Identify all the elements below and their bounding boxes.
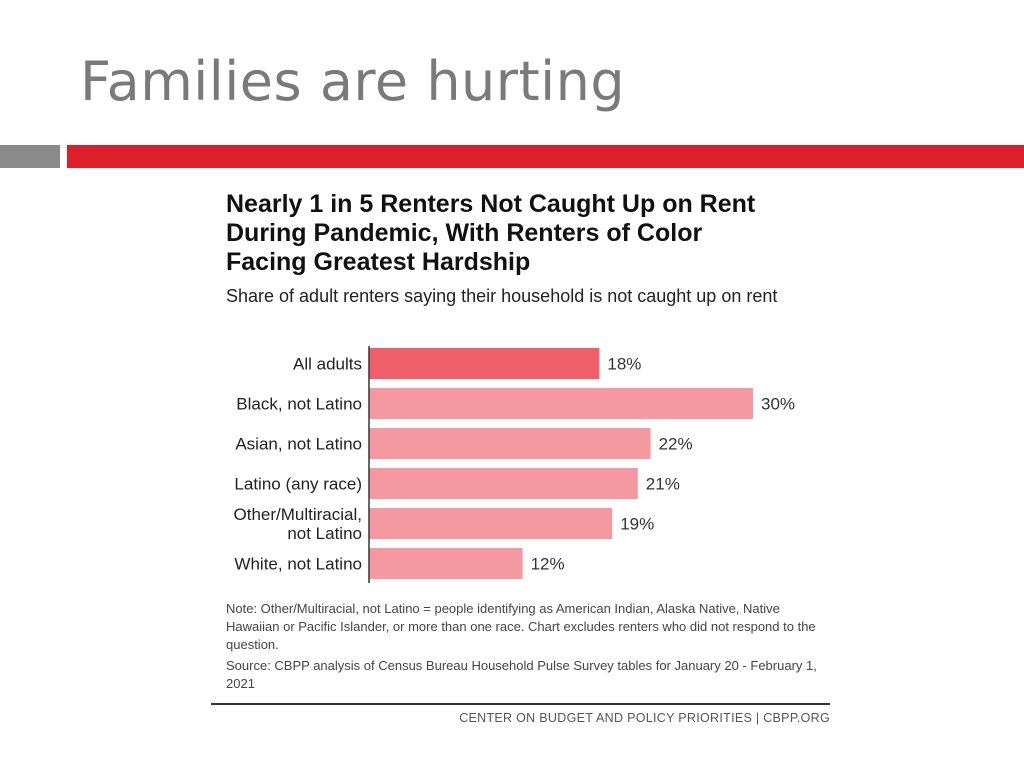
category-label: Asian, not Latino	[235, 435, 362, 454]
category-label: All adults	[293, 355, 362, 374]
chart-title-line: Nearly 1 in 5 Renters Not Caught Up on R…	[226, 190, 756, 218]
chart-subtitle: Share of adult renters saying their hous…	[226, 286, 778, 306]
category-label: White, not Latino	[234, 555, 362, 574]
chart-title: Nearly 1 in 5 Renters Not Caught Up on R…	[226, 190, 826, 277]
chart-source: Source: CBPP analysis of Census Bureau H…	[226, 658, 817, 691]
chart-title-line: Facing Greatest Hardship	[226, 248, 531, 276]
bar	[369, 508, 613, 539]
data-label: 21%	[646, 475, 680, 494]
data-label: 12%	[531, 555, 565, 574]
chart-note: Note: Other/Multiracial, not Latino = pe…	[226, 601, 816, 652]
slide-title: Families are hurting	[80, 50, 626, 113]
category-label: Other/Multiracial,	[234, 505, 362, 524]
category-label: Black, not Latino	[236, 395, 362, 414]
footer-rule	[211, 703, 830, 705]
footer-credit: CENTER ON BUDGET AND POLICY PRIORITIES |…	[459, 711, 830, 725]
data-label: 30%	[761, 395, 795, 414]
data-label: 18%	[607, 355, 641, 374]
bar	[369, 468, 638, 499]
category-label: Latino (any race)	[234, 475, 362, 494]
category-label: not Latino	[287, 524, 362, 543]
decorative-red-bar	[67, 145, 1024, 168]
bar	[369, 428, 651, 459]
data-label: 19%	[620, 515, 654, 534]
bar	[369, 548, 523, 579]
decorative-gray-bar	[0, 145, 60, 168]
bar	[369, 348, 600, 379]
chart-title-line: During Pandemic, With Renters of Color	[226, 219, 703, 247]
data-label: 22%	[659, 435, 693, 454]
bar	[369, 388, 753, 419]
